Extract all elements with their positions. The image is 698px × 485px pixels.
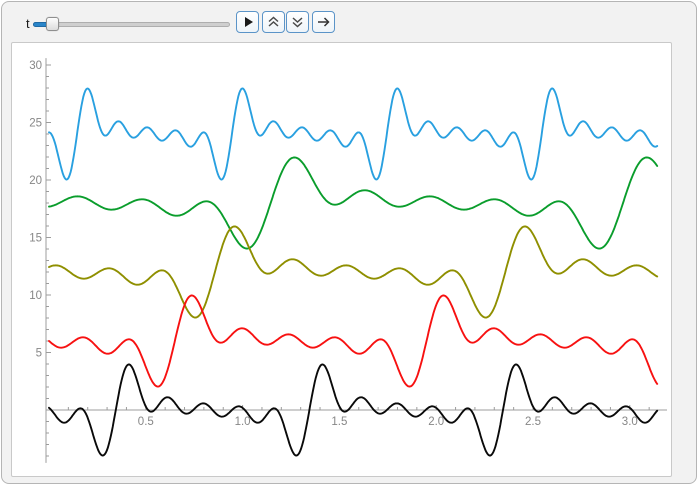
slider-thumb[interactable] — [46, 17, 59, 31]
svg-text:2.0: 2.0 — [428, 416, 444, 428]
svg-text:5: 5 — [36, 348, 42, 360]
t-slider[interactable] — [33, 17, 230, 31]
svg-text:20: 20 — [29, 175, 42, 187]
animation-toolbar: t — [2, 2, 696, 42]
waveform-plot: 0.5 1.0 1.5 2.0 2.5 3.0 5 10 15 20 25 30 — [29, 58, 667, 463]
arrow-right-icon — [314, 13, 333, 31]
svg-text:15: 15 — [29, 233, 42, 245]
slider-variable-label: t — [26, 16, 30, 31]
svg-text:1.0: 1.0 — [235, 416, 251, 428]
svg-text:10: 10 — [29, 290, 42, 302]
slower-button[interactable] — [286, 11, 309, 33]
plot-panel: 0.5 1.0 1.5 2.0 2.5 3.0 5 10 15 20 25 30 — [11, 42, 672, 477]
slider-track[interactable] — [33, 22, 230, 27]
svg-text:30: 30 — [29, 60, 42, 72]
svg-text:25: 25 — [29, 118, 42, 130]
play-button[interactable] — [236, 11, 259, 33]
svg-text:0.5: 0.5 — [138, 416, 154, 428]
double-chevron-down-icon — [288, 13, 307, 31]
svg-text:3.0: 3.0 — [622, 416, 638, 428]
svg-text:1.5: 1.5 — [331, 416, 347, 428]
direction-button[interactable] — [312, 11, 335, 33]
svg-text:2.5: 2.5 — [525, 416, 541, 428]
faster-button[interactable] — [262, 11, 285, 33]
play-triangle-icon — [238, 13, 257, 31]
double-chevron-up-icon — [264, 13, 283, 31]
